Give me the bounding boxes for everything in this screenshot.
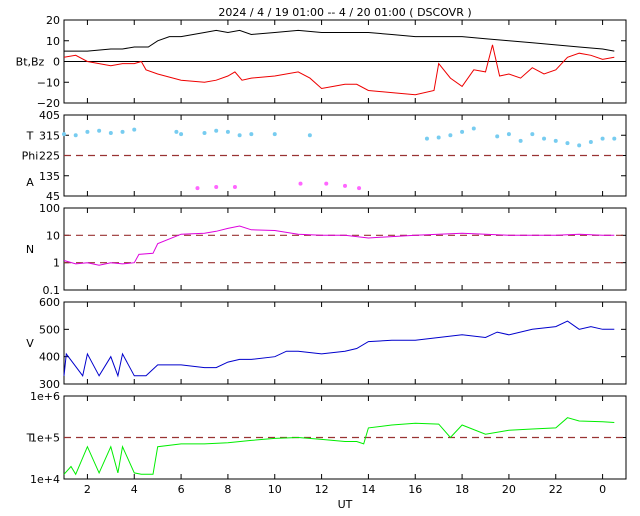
- y-tick-label: 0: [53, 56, 60, 69]
- data-point: [424, 136, 429, 141]
- data-point: [612, 136, 617, 141]
- x-tick-label: 14: [361, 483, 375, 496]
- data-point: [249, 132, 254, 137]
- data-point: [553, 138, 558, 143]
- y-axis-label-a: A: [26, 176, 34, 189]
- y-tick-label: 10: [46, 229, 60, 242]
- series-phi: [195, 181, 362, 191]
- x-tick-label: 4: [131, 483, 138, 496]
- data-point: [73, 133, 78, 138]
- data-point: [343, 183, 347, 188]
- panel-frame: [63, 207, 627, 291]
- y-tick-label: 225: [39, 150, 60, 163]
- y-axis-label: T: [26, 432, 34, 445]
- data-point: [272, 132, 277, 137]
- series-speed-line: [63, 320, 615, 378]
- panel-density: 100 10 1 0.1 N: [26, 202, 627, 297]
- y-tick-label: 10: [46, 35, 60, 48]
- data-point: [132, 127, 137, 132]
- y-tick-label: 100: [39, 202, 60, 215]
- x-tick-label: 12: [315, 483, 329, 496]
- data-point: [448, 133, 453, 138]
- x-tick-label: 6: [178, 483, 185, 496]
- y-tick-label: 300: [39, 378, 60, 391]
- data-point: [588, 140, 593, 144]
- y-tick-label: −20: [37, 97, 60, 110]
- data-point: [495, 134, 500, 139]
- data-point: [436, 135, 441, 140]
- y-axis-label: V: [26, 337, 34, 350]
- data-point: [195, 186, 200, 191]
- y-tick-label: 20: [46, 14, 60, 27]
- y-tick-label: 400: [39, 351, 60, 364]
- data-point: [202, 131, 207, 135]
- y-axis-label: N: [26, 243, 34, 256]
- x-tick-label: 20: [502, 483, 516, 496]
- data-point: [577, 143, 582, 148]
- panel-speed: 600 500 400 300 V: [26, 296, 627, 391]
- series-bz-line: [63, 44, 615, 96]
- x-tick-label: 16: [408, 483, 422, 496]
- y-tick-label: −10: [37, 76, 60, 89]
- y-tick-label: 1: [53, 257, 60, 270]
- data-point: [530, 132, 535, 137]
- data-point: [600, 136, 605, 141]
- panel-magnetic-field: 20 10 0 −10 −20 Bt,Bz: [16, 14, 627, 110]
- panel-temperature: 1e+6 1e+5 1e+4 T 2 4 6 8 10 12 14 16 18 20 22 0: [26, 390, 627, 496]
- data-point: [97, 128, 102, 133]
- y-tick-label: 1e+6: [30, 390, 60, 403]
- data-point: [214, 185, 219, 189]
- data-point: [108, 131, 113, 135]
- x-tick-label: 8: [224, 483, 231, 496]
- y-tick-label: 45: [46, 190, 60, 203]
- chart-title: 2024 / 4 / 19 01:00 -- 4 / 20 01:00 ( DS…: [218, 6, 471, 19]
- data-point: [518, 138, 523, 143]
- data-point: [62, 132, 66, 137]
- data-point: [307, 133, 312, 138]
- y-axis-label: Bt,Bz: [16, 56, 45, 69]
- data-point: [506, 132, 511, 137]
- y-tick-label: 1e+5: [30, 432, 60, 445]
- data-point: [460, 129, 465, 134]
- data-point: [85, 129, 90, 134]
- data-point: [120, 129, 125, 134]
- data-point: [298, 181, 303, 186]
- y-tick-label: 600: [39, 296, 60, 309]
- x-tick-label: 10: [268, 483, 282, 496]
- series-theta: [62, 126, 617, 148]
- data-point: [357, 186, 362, 191]
- x-tick-label: 22: [549, 483, 563, 496]
- panel-theta-phi: 405 315 225 135 45 T Phi A: [22, 109, 627, 203]
- y-axis-label-phi: Phi: [22, 150, 39, 163]
- data-point: [542, 136, 547, 141]
- y-tick-label: 405: [39, 109, 60, 122]
- data-point: [471, 126, 476, 131]
- data-point: [174, 129, 179, 134]
- data-point: [324, 181, 329, 186]
- x-axis-label: UT: [338, 498, 353, 511]
- x-tick-label: 2: [84, 483, 91, 496]
- data-point: [225, 129, 230, 134]
- data-point: [179, 132, 184, 137]
- data-point: [565, 141, 570, 146]
- series-temperature-line: [63, 417, 615, 476]
- y-tick-label: 315: [39, 129, 60, 142]
- panel-frame: [63, 301, 627, 385]
- x-tick-label: 0: [599, 483, 606, 496]
- y-axis-label-theta: T: [26, 129, 34, 142]
- data-point: [237, 133, 242, 138]
- y-tick-label: 1e+4: [30, 473, 60, 486]
- series-density-line: [63, 225, 615, 266]
- x-tick-label: 18: [455, 483, 469, 496]
- data-point: [214, 128, 219, 133]
- data-point: [232, 185, 237, 189]
- y-tick-label: 500: [39, 323, 60, 336]
- y-tick-label: 135: [39, 170, 60, 183]
- y-tick-label: 0.1: [43, 284, 61, 297]
- series-bt-line: [64, 29, 615, 52]
